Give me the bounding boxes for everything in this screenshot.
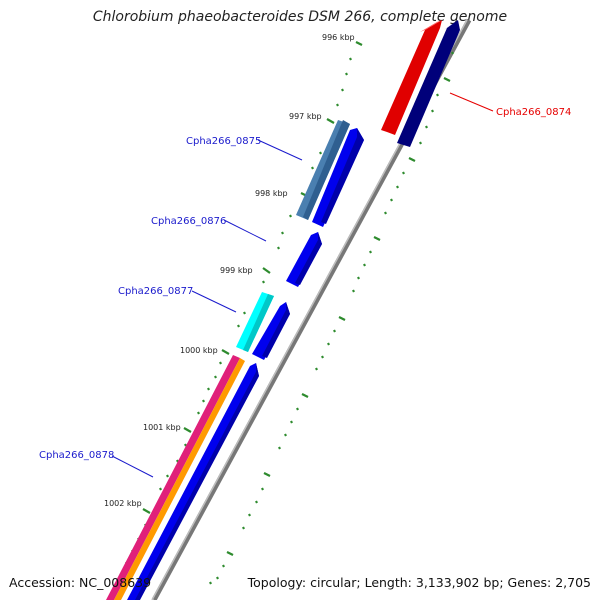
- gene-label-cpha266-0874[interactable]: Cpha266_0874: [496, 107, 571, 118]
- gene-label-cpha266-0876[interactable]: Cpha266_0876: [151, 216, 226, 227]
- gene-label-cpha266-0878[interactable]: Cpha266_0878: [39, 450, 114, 461]
- steel-feature[interactable]: [296, 120, 350, 220]
- gene-feature-dark[interactable]: [397, 20, 460, 147]
- gene-feature-cpha266-0874[interactable]: [381, 20, 442, 135]
- topology-text: Topology: circular; Length: 3,133,902 bp…: [247, 575, 591, 590]
- gene-labels: Cpha266_0874 Cpha266_0875 Cpha266_0876 C…: [39, 107, 571, 461]
- kbp-label: 1000 kbp: [180, 346, 218, 355]
- kbp-label: 1002 kbp: [104, 499, 142, 508]
- map-title: Chlorobium phaeobacteroides DSM 266, com…: [92, 9, 508, 25]
- kbp-label: 999 kbp: [220, 266, 253, 275]
- label-leaders: [111, 92, 494, 478]
- gene-label-cpha266-0875[interactable]: Cpha266_0875: [186, 136, 261, 147]
- blue-gene-2[interactable]: [286, 232, 322, 287]
- kbp-label: 998 kbp: [255, 189, 288, 198]
- kbp-label: 996 kbp: [322, 33, 355, 42]
- blue-gene-3[interactable]: [252, 302, 290, 360]
- gene-label-cpha266-0877[interactable]: Cpha266_0877: [118, 286, 193, 297]
- left-tick-track: [125, 41, 363, 565]
- right-tick-track: [209, 51, 454, 585]
- orange-feature[interactable]: [114, 358, 245, 600]
- magenta-feature[interactable]: [106, 355, 240, 600]
- blue-gene-1[interactable]: [312, 128, 364, 227]
- blue-gene-4[interactable]: [127, 363, 259, 600]
- kbp-label: 1001 kbp: [143, 423, 181, 432]
- kbp-labels: 996 kbp 997 kbp 998 kbp 999 kbp 1000 kbp…: [104, 33, 355, 508]
- cyan-feature[interactable]: [236, 292, 274, 352]
- kbp-label: 997 kbp: [289, 112, 322, 121]
- accession-text: Accession: NC_008639: [9, 575, 152, 590]
